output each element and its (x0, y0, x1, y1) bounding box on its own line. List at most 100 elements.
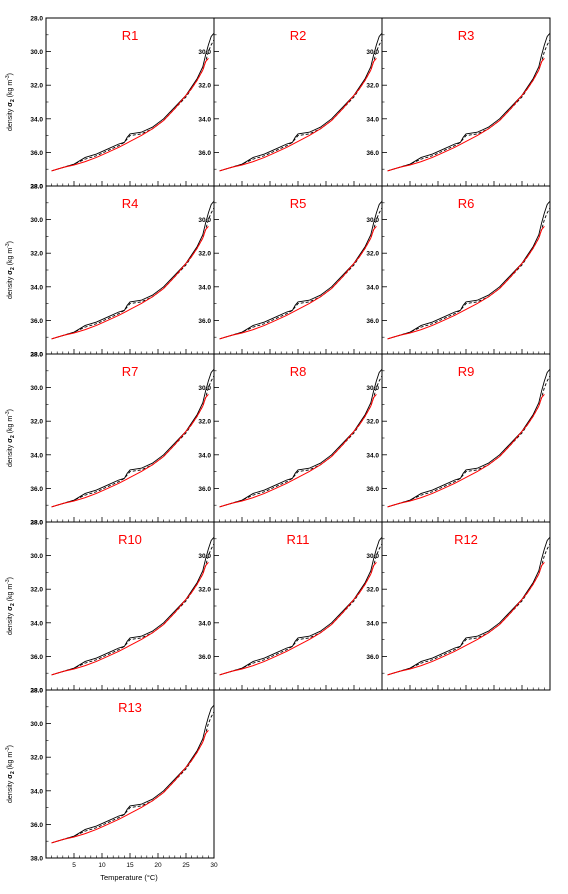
y-tick-label: 32.0 (198, 419, 211, 426)
panel-r9: 30.0 32.0 34.0 36.0 R9 (366, 353, 551, 523)
panel-r3: 30.0 32.0 34.0 36.0 R3 (366, 17, 551, 187)
panel-r1: 28.0 30.0 32.0 34.0 36.0 38.0 R1 (30, 16, 215, 191)
y-tick-label: 30.0 (30, 385, 43, 392)
series-line-obs-dashed (219, 207, 383, 340)
panel-title: R10 (118, 532, 142, 547)
y-tick-label: 34.0 (30, 452, 43, 459)
panel-title: R9 (458, 364, 475, 379)
y-tick-label: 36.0 (198, 654, 211, 661)
y-tick-label: 32.0 (30, 587, 43, 594)
y-tick-label: 30.0 (198, 385, 211, 392)
y-axis-label-sigma: σ (7, 102, 14, 107)
y-axis-label-sub: 2 (10, 267, 16, 270)
series-line-model (51, 561, 209, 676)
panel-r6: 30.0 32.0 34.0 36.0 R6 (366, 185, 551, 355)
panel-r13: 28.0 30.0 32.0 34.0 36.0 38.0 5 10 15 20 25 30 R13 (30, 688, 218, 870)
y-axis-label-close: ) (7, 745, 14, 747)
y-axis-label: density σ2 (kg m-3) (5, 73, 16, 131)
y-tick-label: 28.0 (30, 352, 43, 359)
series-line-obs-dashed (387, 39, 551, 172)
y-axis-label-close: ) (7, 241, 14, 243)
series-line-obs-dashed (51, 375, 215, 508)
y-tick-label: 38.0 (30, 856, 43, 863)
y-axis-label-sigma: σ (7, 774, 14, 779)
y-tick-label: 30.0 (198, 217, 211, 224)
x-tick-label: 15 (126, 862, 134, 869)
series-line-model (51, 225, 209, 340)
y-tick-label: 32.0 (366, 587, 379, 594)
panel-title: R3 (458, 28, 475, 43)
y-tick-label: 34.0 (366, 116, 379, 123)
y-axis-label-close: ) (7, 73, 14, 75)
series-line-model (51, 393, 209, 508)
series-line-obs (387, 200, 551, 340)
x-tick-label: 5 (72, 862, 76, 869)
series-line-obs (387, 32, 551, 172)
y-tick-label: 34.0 (198, 284, 211, 291)
series-line-obs (387, 368, 551, 508)
series-line-obs-dashed (51, 207, 215, 340)
y-tick-label: 38.0 (30, 184, 43, 191)
panel-frame (45, 353, 215, 523)
y-tick-label: 36.0 (366, 150, 379, 157)
series-line-obs (219, 536, 383, 676)
panel-r11: 30.0 32.0 34.0 36.0 R11 (198, 521, 383, 691)
y-tick-label: 30.0 (198, 49, 211, 56)
panel-title: R8 (290, 364, 307, 379)
y-tick-label: 32.0 (198, 251, 211, 258)
y-tick-label: 30.0 (30, 721, 43, 728)
y-axis-label-prefix: density (7, 779, 14, 803)
y-tick-label: 36.0 (198, 150, 211, 157)
y-axis-label-sigma: σ (7, 606, 14, 611)
y-tick-label: 30.0 (366, 385, 379, 392)
series-line-model (387, 225, 545, 340)
series-line-obs (219, 368, 383, 508)
panel-frame (381, 521, 551, 691)
y-axis-label: density σ2 (kg m-3) (5, 409, 16, 467)
y-tick-label: 28.0 (30, 688, 43, 695)
y-tick-label: 36.0 (30, 654, 43, 661)
y-axis-label-sub: 2 (10, 771, 16, 774)
y-tick-label: 32.0 (30, 83, 43, 90)
y-axis-label-units: (kg m (7, 752, 14, 772)
panel-frame (213, 521, 383, 691)
panel-r12: 30.0 32.0 34.0 36.0 R12 (366, 521, 551, 691)
y-tick-label: 38.0 (30, 352, 43, 359)
y-tick-label: 34.0 (30, 620, 43, 627)
x-axis-label: Temperature (°C) (100, 873, 158, 882)
series-line-obs-dashed (51, 711, 215, 844)
y-tick-label: 34.0 (366, 452, 379, 459)
series-line-obs (51, 200, 215, 340)
series-line-obs (219, 200, 383, 340)
y-axis-label-sigma: σ (7, 270, 14, 275)
y-tick-label: 38.0 (30, 688, 43, 695)
y-axis-label-prefix: density (7, 275, 14, 299)
panel-frame (381, 17, 551, 187)
series-line-obs-dashed (219, 39, 383, 172)
series-line-obs (51, 368, 215, 508)
series-line-obs-dashed (387, 207, 551, 340)
y-tick-label: 34.0 (30, 788, 43, 795)
series-line-model (219, 225, 377, 340)
y-tick-label: 36.0 (198, 318, 211, 325)
panel-frame (213, 17, 383, 187)
y-axis-label: density σ2 (kg m-3) (5, 241, 16, 299)
y-tick-label: 30.0 (30, 553, 43, 560)
y-tick-label: 36.0 (366, 318, 379, 325)
panel-title: R2 (290, 28, 307, 43)
series-line-obs (51, 536, 215, 676)
y-tick-label: 36.0 (366, 486, 379, 493)
x-tick-label: 20 (154, 862, 162, 869)
panel-title: R1 (122, 28, 139, 43)
series-line-model (219, 561, 377, 676)
series-line-obs-dashed (387, 375, 551, 508)
y-tick-label: 36.0 (198, 486, 211, 493)
y-tick-label: 34.0 (198, 116, 211, 123)
y-tick-label: 28.0 (30, 184, 43, 191)
series-line-model (387, 57, 545, 172)
y-tick-label: 34.0 (30, 284, 43, 291)
series-line-model (51, 57, 209, 172)
y-axis-label-sub: 2 (10, 99, 16, 102)
x-tick-label: 25 (182, 862, 190, 869)
panel-title: R11 (287, 532, 310, 547)
